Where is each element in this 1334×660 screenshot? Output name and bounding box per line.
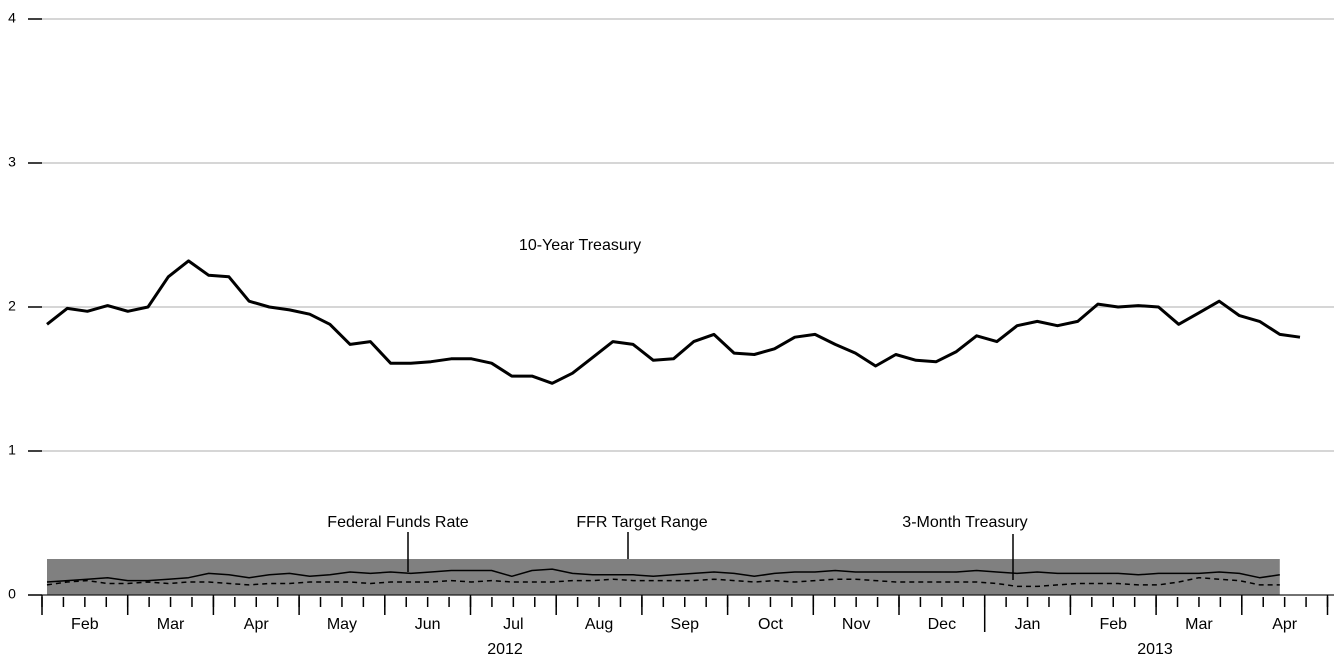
y-tick-label: 4 [8, 10, 16, 26]
y-tick-label: 3 [8, 154, 16, 170]
annotation: Federal Funds Rate [327, 514, 469, 531]
x-tick-label: Sep [671, 616, 700, 633]
annotation: FFR Target Range [576, 514, 707, 531]
x-tick-label: Dec [928, 616, 956, 633]
x-tick-label: Apr [244, 616, 270, 633]
x-tick-label: Oct [758, 616, 783, 633]
year-label: 2013 [1137, 641, 1173, 658]
y-tick-label: 2 [8, 298, 16, 314]
y-tick-label: 1 [8, 442, 16, 458]
series-line [46, 576, 1280, 588]
x-tick-label: Mar [157, 616, 185, 633]
x-tick-label: Apr [1272, 616, 1298, 633]
series-line [46, 259, 1301, 385]
band-layer [47, 559, 1280, 595]
x-tick-label: Aug [585, 616, 613, 633]
series-line [46, 568, 1280, 583]
x-tick-label: Feb [1099, 616, 1127, 633]
year-label: 2012 [487, 641, 523, 658]
annotation: 3-Month Treasury [902, 514, 1027, 531]
x-tick-label: Feb [71, 616, 99, 633]
x-tick-label: Jan [1015, 616, 1041, 633]
x-tick-label: Nov [842, 616, 870, 633]
y-tick-label: 0 [8, 586, 16, 602]
target-range-band [47, 559, 1280, 595]
annotation: 10-Year Treasury [519, 237, 641, 254]
x-tick-label: Jun [415, 616, 441, 633]
x-tick-label: May [327, 616, 357, 633]
x-tick-label: Mar [1185, 616, 1213, 633]
axis-layer: 0 1 2 3 4 Feb Mar Apr May Jun Jul Aug Sep Oct Nov Dec Ja… [8, 10, 1334, 658]
line-layer [46, 259, 1301, 588]
x-tick-label: Jul [503, 616, 523, 633]
